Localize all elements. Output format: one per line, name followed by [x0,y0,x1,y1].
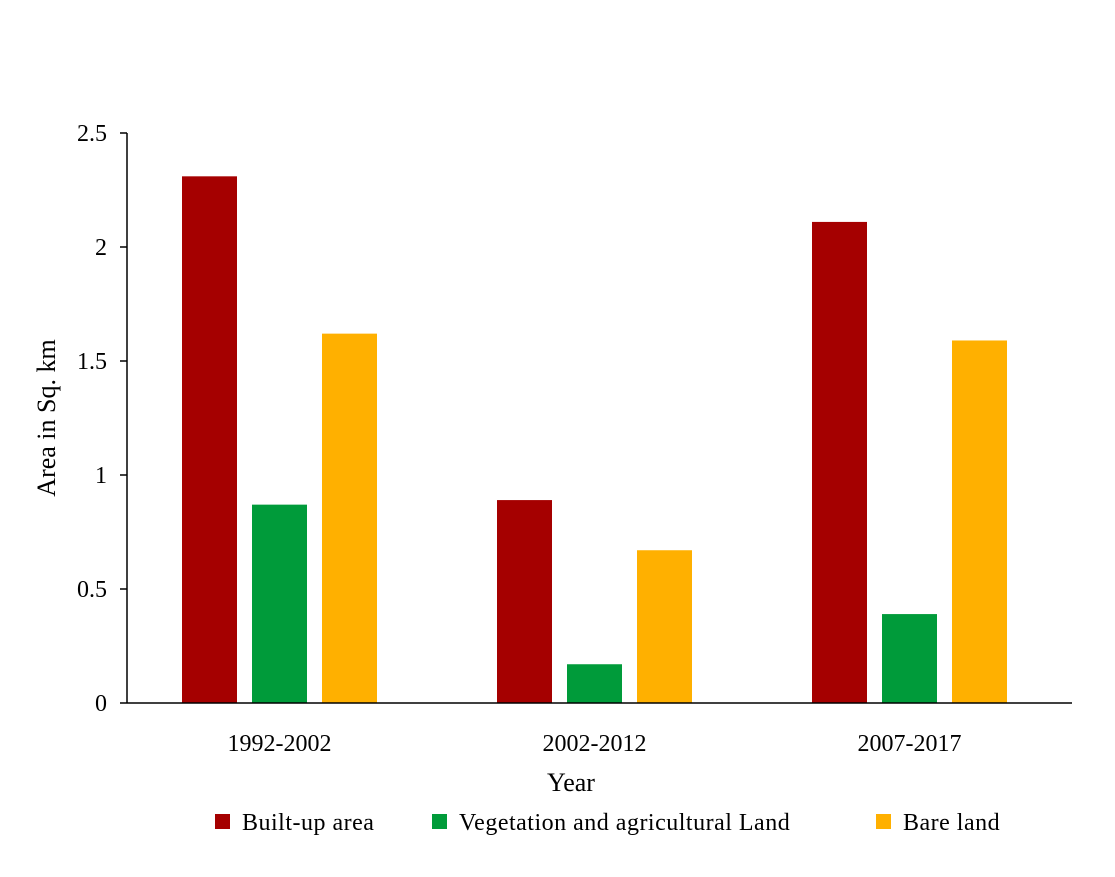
bar-built-up-area-2007-2017 [812,221,867,704]
y-tick-label: 0 [95,691,107,717]
y-tick-label: 1.5 [77,349,107,375]
bars-group [182,176,1007,704]
x-tick-label: 2007-2017 [858,731,962,757]
legend-label: Built-up area [242,810,374,836]
bar-bare-land-2002-2012 [637,550,692,703]
axes-group [126,133,1072,704]
x-tick-label: 2002-2012 [543,731,647,757]
y-tick-label: 2.5 [77,121,107,147]
legend-swatch [432,814,447,829]
x-tick-label: 1992-2002 [228,731,332,757]
legend-swatch [876,814,891,829]
bar-built-up-area-1992-2002 [182,176,237,703]
bar-bare-land-2007-2017 [952,340,1007,703]
y-axis-title: Area in Sq. km [32,339,61,496]
bar-vegetation-and-agricultural-land-1992-2002 [252,504,307,703]
legend: Built-up area Vegetation and agricultural… [215,810,1000,836]
y-tick-label: 1 [95,463,107,489]
legend-label: Bare land [903,810,1000,836]
y-tick-label: 0.5 [77,577,107,603]
bar-built-up-area-2002-2012 [497,500,552,703]
x-ticks-group: 1992-2002 2002-2012 2007-2017 [228,731,962,757]
x-axis-title: Year [547,768,595,797]
legend-label: Vegetation and agricultural Land [459,810,790,836]
bar-vegetation-and-agricultural-land-2002-2012 [567,664,622,703]
y-ticks-group: 0 0.5 1 1.5 2 2.5 [77,121,127,717]
bar-vegetation-and-agricultural-land-2007-2017 [882,614,937,703]
bar-bare-land-1992-2002 [322,333,377,703]
legend-swatch [215,814,230,829]
y-tick-label: 2 [95,235,107,261]
